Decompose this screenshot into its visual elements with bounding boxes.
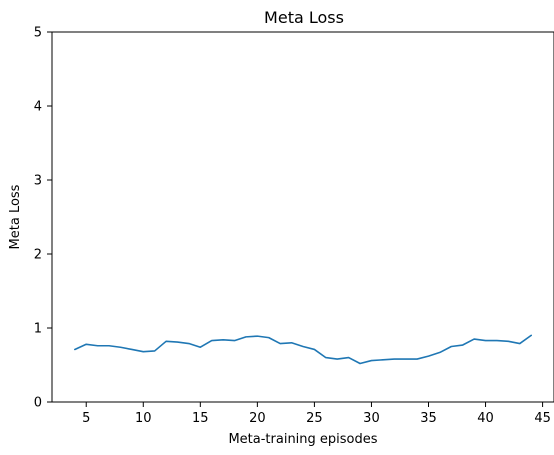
y-tick-label: 4: [34, 100, 42, 115]
x-tick-label: 15: [192, 411, 209, 426]
x-axis-ticks: 5 10 15 20 25 30 35 40 45: [82, 402, 551, 426]
y-axis-label: Meta Loss: [8, 184, 23, 249]
y-tick-label: 3: [34, 174, 42, 189]
meta-loss-series-line: [75, 335, 531, 363]
y-axis-ticks: 0 1 2 3 4 5: [34, 26, 52, 411]
x-tick-label: 40: [477, 411, 494, 426]
x-tick-label: 20: [249, 411, 266, 426]
y-tick-label: 1: [34, 322, 42, 337]
x-axis-label: Meta-training episodes: [228, 432, 377, 447]
x-tick-label: 5: [82, 411, 90, 426]
x-tick-label: 45: [534, 411, 551, 426]
y-tick-label: 0: [34, 396, 42, 411]
x-tick-label: 10: [135, 411, 152, 426]
x-tick-label: 25: [306, 411, 323, 426]
y-tick-label: 5: [34, 26, 42, 41]
x-tick-label: 30: [363, 411, 380, 426]
y-tick-label: 2: [34, 248, 42, 263]
chart-title: Meta Loss: [264, 8, 344, 27]
x-tick-label: 35: [420, 411, 437, 426]
